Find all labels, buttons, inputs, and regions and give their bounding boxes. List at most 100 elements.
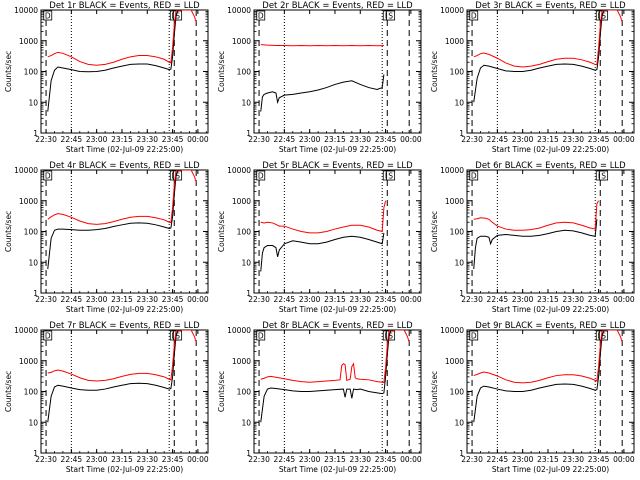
series-line-lld (473, 10, 623, 68)
annotation-label: S (175, 12, 180, 21)
series-line-lld (260, 44, 384, 47)
chart-svg: Det 3r BLACK = Events, RED = LLD 1 10 100 10… (430, 1, 635, 154)
y-tick-label: 10000 (14, 6, 38, 15)
x-axis-label: Start Time (02-Jul-09 22:25:00) (66, 305, 183, 314)
y-tick-label: 1000 (445, 197, 464, 206)
x-tick-label: 22:30 (461, 135, 483, 144)
plot-frame (40, 9, 209, 134)
plot-frame (40, 329, 209, 454)
x-tick-label: 22:45 (61, 455, 83, 464)
detector-panel-6: Det 6r BLACK = Events, RED = LLD 1 10 100 10… (426, 160, 639, 320)
x-tick-label: 22:45 (487, 135, 509, 144)
x-tick-label: 23:30 (562, 455, 584, 464)
y-tick-label: 10 (28, 98, 38, 107)
x-tick-label: 23:30 (562, 135, 584, 144)
y-tick-label: 10000 (227, 166, 251, 175)
annotation-box (256, 170, 266, 181)
x-tick-label: 23:15 (537, 455, 559, 464)
y-tick-label: 1 (246, 289, 251, 298)
y-tick-label: 10000 (440, 166, 464, 175)
y-tick-label: 1000 (232, 37, 251, 46)
series-line-lld (473, 200, 600, 231)
y-tick-label: 1 (459, 449, 464, 458)
annotation-label: S (601, 12, 606, 21)
annotation-box (256, 10, 266, 21)
x-axis-label: Start Time (02-Jul-09 22:25:00) (492, 305, 609, 314)
y-tick-label: 1 (459, 129, 464, 138)
annotation-label: D (258, 172, 264, 181)
x-tick-label: 23:30 (136, 135, 158, 144)
series-group (473, 200, 600, 270)
x-tick-label: 23:00 (512, 455, 534, 464)
x-tick-label: 22:30 (461, 295, 483, 304)
series-line-events (473, 219, 598, 270)
chart-title: Det 4r BLACK = Events, RED = LLD (49, 161, 200, 171)
x-axis-label: Start Time (02-Jul-09 22:25:00) (279, 465, 396, 474)
y-tick-label: 1 (246, 449, 251, 458)
x-tick-label: 00:00 (613, 455, 635, 464)
x-tick-label: 23:45 (588, 135, 610, 144)
x-tick-label: 22:45 (274, 135, 296, 144)
y-tick-label: 10 (28, 418, 38, 427)
annotation-box (43, 330, 53, 341)
series-group (260, 330, 410, 423)
x-tick-label: 22:45 (274, 295, 296, 304)
x-tick-label: 22:30 (461, 455, 483, 464)
x-axis-label: Start Time (02-Jul-09 22:25:00) (279, 305, 396, 314)
y-axis-label: Counts/sec (4, 51, 13, 92)
series-line-events (473, 10, 618, 103)
annotation-label: D (471, 332, 477, 341)
x-tick-label: 00:00 (187, 455, 209, 464)
annotation-label: S (175, 332, 180, 341)
chart-title: Det 7r BLACK = Events, RED = LLD (49, 321, 200, 331)
x-tick-label: 23:45 (375, 135, 397, 144)
x-tick-label: 23:00 (299, 455, 321, 464)
series-line-events (47, 330, 192, 423)
y-tick-label: 1000 (445, 37, 464, 46)
x-tick-label: 22:30 (35, 455, 57, 464)
x-tick-label: 23:30 (349, 295, 371, 304)
x-axis-label: Start Time (02-Jul-09 22:25:00) (66, 465, 183, 474)
series-line-events (47, 170, 192, 270)
y-tick-label: 100 (237, 388, 252, 397)
x-tick-label: 23:00 (512, 135, 534, 144)
y-tick-label: 100 (24, 228, 39, 237)
chart-title: Det 9r BLACK = Events, RED = LLD (475, 321, 626, 331)
y-tick-label: 10 (241, 418, 251, 427)
detector-panel-5: Det 5r BLACK = Events, RED = LLD 1 10 100 10… (213, 160, 426, 320)
detector-panel-1: Det 1r BLACK = Events, RED = LLD 1 10 100 10… (0, 0, 213, 160)
series-line-events (260, 232, 385, 272)
x-tick-label: 23:45 (162, 455, 184, 464)
x-tick-label: 23:15 (111, 455, 133, 464)
y-tick-label: 100 (450, 388, 465, 397)
annotation-label: D (258, 332, 264, 341)
series-group (260, 200, 387, 272)
x-tick-label: 23:45 (375, 295, 397, 304)
detector-panel-2: Det 2r BLACK = Events, RED = LLD 1 10 100 10… (213, 0, 426, 160)
x-tick-label: 23:45 (588, 455, 610, 464)
x-tick-label: 23:00 (86, 135, 108, 144)
x-tick-label: 00:00 (613, 135, 635, 144)
annotation-label: S (388, 332, 393, 341)
y-axis-label: Counts/sec (217, 211, 226, 252)
chart-svg: Det 4r BLACK = Events, RED = LLD 1 10 100 10… (4, 161, 209, 314)
y-tick-label: 100 (24, 68, 39, 77)
y-tick-label: 100 (237, 228, 252, 237)
x-tick-label: 23:45 (588, 295, 610, 304)
annotation-label: D (45, 172, 51, 181)
x-tick-label: 22:30 (248, 455, 270, 464)
x-tick-label: 22:30 (35, 295, 57, 304)
series-line-events (260, 74, 385, 112)
annotation-label: D (45, 12, 51, 21)
annotation-box (43, 170, 53, 181)
y-tick-label: 1 (33, 449, 38, 458)
plot-frame (253, 169, 422, 294)
annotation-label: D (45, 332, 51, 341)
annotation-label: S (388, 172, 393, 181)
chart-svg: Det 5r BLACK = Events, RED = LLD 1 10 100 10… (217, 161, 422, 314)
x-tick-label: 22:45 (61, 135, 83, 144)
plot-frame (466, 169, 635, 294)
y-axis-label: Counts/sec (430, 51, 439, 92)
y-tick-label: 1 (33, 289, 38, 298)
y-tick-label: 10000 (440, 6, 464, 15)
